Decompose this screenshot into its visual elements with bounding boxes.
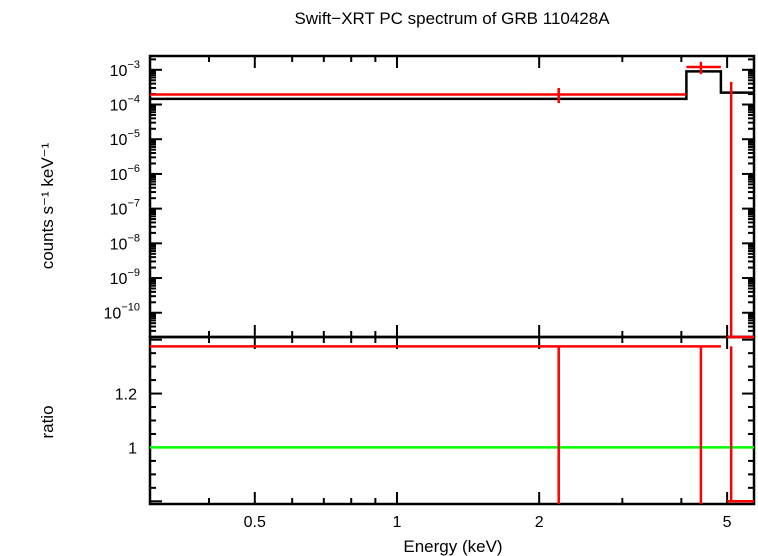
x-tick-label: 2 [535,514,544,531]
x-tick-label: 0.5 [244,514,266,531]
y-tick-label-ratio: 1 [128,440,137,457]
y-tick-label-spectrum: 10−6 [110,163,140,184]
y-tick-label-spectrum: 10−3 [110,59,140,80]
x-tick-label: 5 [723,514,732,531]
y-tick-label-spectrum: 10−8 [110,232,140,253]
x-axis-label: Energy (keV) [403,537,502,556]
ratio-panel-frame [148,335,756,506]
y-axis-label-ratio: ratio [38,405,57,438]
y-axis-label-spectrum: counts s⁻¹ keV⁻¹ [38,142,57,269]
chart-title: Swift−XRT PC spectrum of GRB 110428A [294,9,610,28]
y-tick-label-spectrum: 10−4 [110,94,140,115]
chart-marks: 0.5 1 2 5 10−3 10−4 10−5 10−6 10−7 10−8 10−9 10−10 1… [104,54,756,531]
y-tick-label-spectrum: 10−10 [104,302,140,323]
x-tick-label: 1 [393,514,402,531]
model-step-line [150,70,754,101]
y-tick-label-spectrum: 10−5 [110,128,140,149]
y-tick-label-spectrum: 10−9 [110,267,140,288]
y-tick-label-ratio: 1.2 [115,387,137,404]
y-tick-label-spectrum: 10−7 [110,198,140,219]
